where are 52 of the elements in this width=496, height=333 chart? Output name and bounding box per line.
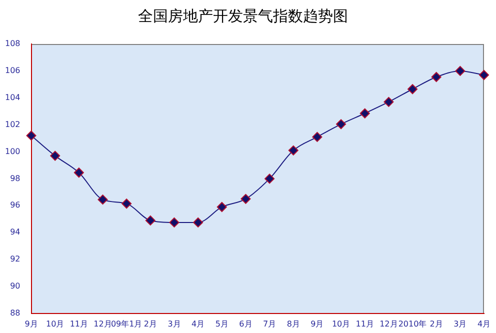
x-tick-label: 12月 xyxy=(380,319,398,328)
point xyxy=(169,217,180,228)
x-tick-label: 4月 xyxy=(192,319,205,328)
x-tick-label: 2010年 xyxy=(398,319,427,328)
point xyxy=(360,108,370,118)
x-tick-label: 2月 xyxy=(430,319,443,328)
x-tick-label: 3月 xyxy=(168,319,181,328)
y-tick-label: 102 xyxy=(4,120,20,129)
y-tick-label: 98 xyxy=(10,174,20,183)
x-tick-label: 09年1月 xyxy=(110,319,142,328)
x-tick-label: 5月 xyxy=(215,319,228,328)
y-tick-label: 96 xyxy=(10,200,20,210)
x-tick-label: 8月 xyxy=(286,319,300,328)
point xyxy=(384,96,394,107)
point xyxy=(145,215,156,226)
point xyxy=(216,202,227,212)
x-tick-label: 9月 xyxy=(24,319,38,328)
x-tick-label: 2月 xyxy=(144,319,157,328)
point xyxy=(50,150,60,161)
y-tick-label: 106 xyxy=(4,66,20,76)
point xyxy=(240,194,251,204)
x-tick-label: 11月 xyxy=(356,319,374,328)
x-tick-label: 6月 xyxy=(239,319,252,328)
point xyxy=(312,132,322,142)
x-tick-label: 10月 xyxy=(332,319,350,328)
point xyxy=(336,119,346,130)
point xyxy=(455,66,466,76)
y-tick-label: 92 xyxy=(10,254,20,264)
point xyxy=(193,217,204,228)
x-tick-label: 4月 xyxy=(477,319,491,328)
point xyxy=(431,72,442,82)
point xyxy=(98,194,108,205)
y-tick-label: 88 xyxy=(10,308,20,318)
point xyxy=(288,145,298,156)
y-tick-label: 94 xyxy=(10,228,20,237)
x-tick-label: 11月 xyxy=(70,319,88,328)
x-tick-label: 9月 xyxy=(310,319,324,328)
x-tick-label: 7月 xyxy=(263,319,276,328)
point xyxy=(26,130,36,141)
x-tick-label: 12月 xyxy=(94,319,112,328)
y-tick-label: 100 xyxy=(4,146,20,156)
y-tick-label: 104 xyxy=(4,92,20,102)
x-tick-label: 10月 xyxy=(46,319,64,328)
y-tick-label: 108 xyxy=(4,39,20,48)
y-tick-label: 90 xyxy=(10,282,20,291)
point xyxy=(264,174,275,184)
x-tick-label: 3月 xyxy=(454,319,467,328)
point xyxy=(408,84,418,94)
chart-title: 全国房地产开发景气指数趋势图 xyxy=(138,6,348,25)
point xyxy=(122,198,132,209)
point xyxy=(479,70,489,80)
point xyxy=(74,168,84,178)
